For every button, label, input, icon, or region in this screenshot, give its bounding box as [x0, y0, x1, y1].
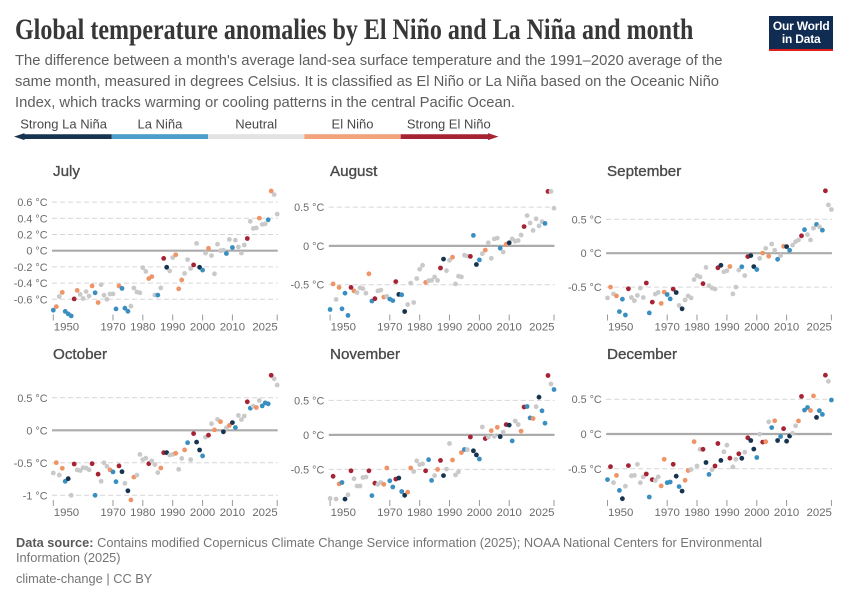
- svg-text:0 °C: 0 °C: [581, 248, 602, 260]
- svg-text:1950: 1950: [608, 507, 633, 519]
- svg-text:1970: 1970: [655, 322, 680, 334]
- svg-text:1990: 1990: [714, 322, 739, 334]
- svg-text:2010: 2010: [497, 322, 522, 334]
- svg-text:0 °C: 0 °C: [26, 425, 47, 437]
- svg-text:1950: 1950: [54, 322, 79, 334]
- svg-text:0.5 °C: 0.5 °C: [572, 394, 602, 406]
- svg-text:0 °C: 0 °C: [581, 429, 602, 441]
- svg-text:0.5 °C: 0.5 °C: [294, 395, 324, 407]
- svg-text:2000: 2000: [467, 507, 492, 519]
- svg-text:1970: 1970: [655, 507, 680, 519]
- svg-text:2000: 2000: [190, 507, 215, 519]
- svg-text:1980: 1980: [684, 507, 709, 519]
- svg-text:0.5 °C: 0.5 °C: [572, 214, 602, 226]
- svg-text:Strong El Niño: Strong El Niño: [407, 117, 491, 132]
- svg-text:0.5 °C: 0.5 °C: [294, 202, 324, 214]
- svg-text:2000: 2000: [744, 507, 769, 519]
- svg-text:0 °C: 0 °C: [303, 241, 324, 253]
- svg-text:1950: 1950: [331, 322, 356, 334]
- svg-text:-0.2 °C: -0.2 °C: [14, 262, 48, 274]
- svg-text:2000: 2000: [467, 322, 492, 334]
- svg-text:2010: 2010: [774, 507, 799, 519]
- svg-text:-1 °C: -1 °C: [23, 490, 48, 502]
- svg-text:2010: 2010: [220, 507, 245, 519]
- svg-text:1990: 1990: [437, 507, 462, 519]
- svg-text:-0.5 °C: -0.5 °C: [14, 458, 48, 470]
- svg-text:1990: 1990: [160, 507, 185, 519]
- svg-text:0 °C: 0 °C: [303, 430, 324, 442]
- svg-text:2010: 2010: [774, 322, 799, 334]
- svg-text:Strong La Niña: Strong La Niña: [20, 117, 107, 132]
- svg-text:0.2 °C: 0.2 °C: [17, 230, 47, 242]
- svg-text:2010: 2010: [220, 322, 245, 334]
- svg-text:1990: 1990: [437, 322, 462, 334]
- svg-text:0.6 °C: 0.6 °C: [17, 197, 47, 209]
- svg-text:1990: 1990: [714, 507, 739, 519]
- svg-text:-0.6 °C: -0.6 °C: [14, 294, 48, 306]
- svg-text:1980: 1980: [407, 322, 432, 334]
- svg-text:1950: 1950: [54, 507, 79, 519]
- svg-text:2025: 2025: [807, 507, 832, 519]
- svg-text:1980: 1980: [407, 507, 432, 519]
- svg-text:2025: 2025: [529, 507, 554, 519]
- svg-text:1950: 1950: [331, 507, 356, 519]
- svg-text:-0.5 °C: -0.5 °C: [291, 464, 325, 476]
- svg-text:1950: 1950: [608, 322, 633, 334]
- svg-text:La Niña: La Niña: [137, 117, 183, 132]
- svg-text:-0.5 °C: -0.5 °C: [291, 280, 325, 292]
- svg-text:2025: 2025: [252, 322, 277, 334]
- svg-text:2025: 2025: [252, 507, 277, 519]
- svg-text:1970: 1970: [377, 507, 402, 519]
- svg-text:-0.5 °C: -0.5 °C: [568, 282, 602, 294]
- svg-text:1970: 1970: [377, 322, 402, 334]
- svg-text:2025: 2025: [529, 322, 554, 334]
- svg-text:1970: 1970: [100, 507, 125, 519]
- svg-text:2000: 2000: [744, 322, 769, 334]
- svg-text:0.4 °C: 0.4 °C: [17, 213, 47, 225]
- svg-text:0.5 °C: 0.5 °C: [17, 393, 47, 405]
- svg-text:2025: 2025: [807, 322, 832, 334]
- svg-text:2010: 2010: [497, 507, 522, 519]
- svg-text:1970: 1970: [100, 322, 125, 334]
- svg-text:1980: 1980: [684, 322, 709, 334]
- svg-text:Neutral: Neutral: [235, 117, 277, 132]
- svg-text:El Niño: El Niño: [332, 117, 374, 132]
- svg-text:2000: 2000: [190, 322, 215, 334]
- svg-text:-0.4 °C: -0.4 °C: [14, 278, 48, 290]
- svg-text:1980: 1980: [130, 507, 155, 519]
- svg-text:-0.5 °C: -0.5 °C: [568, 464, 602, 476]
- svg-text:1990: 1990: [160, 322, 185, 334]
- svg-text:1980: 1980: [130, 322, 155, 334]
- svg-text:0 °C: 0 °C: [26, 246, 47, 258]
